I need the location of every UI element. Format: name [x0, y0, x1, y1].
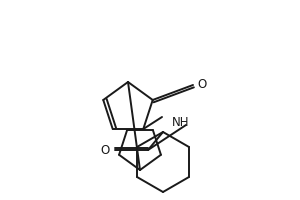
Text: O: O: [197, 78, 206, 92]
Text: NH: NH: [172, 116, 190, 129]
Text: O: O: [101, 144, 110, 156]
